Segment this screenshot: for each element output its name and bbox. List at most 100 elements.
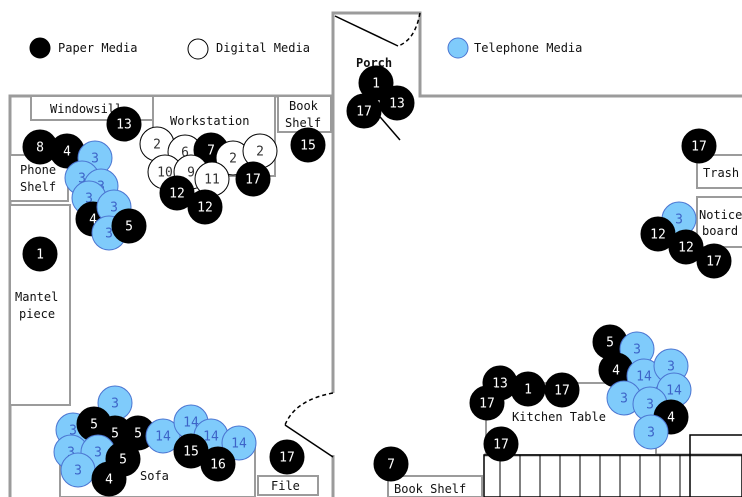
marker-number: 4 <box>89 213 97 228</box>
marker-circle <box>187 189 223 225</box>
book-shelf-top-label-2: Shelf <box>285 116 321 130</box>
paper-media-marker: 7 <box>373 446 409 482</box>
marker-number: 17 <box>279 451 295 466</box>
marker-number: 5 <box>125 220 133 235</box>
marker-circle <box>290 127 326 163</box>
marker-number: 10 <box>157 166 173 181</box>
porch-door-swing <box>397 12 421 47</box>
marker-number: 14 <box>231 437 247 452</box>
marker-number: 5 <box>134 427 142 442</box>
marker-number: 14 <box>203 430 219 445</box>
marker-circle <box>200 446 236 482</box>
paper-media-marker: 17 <box>469 385 505 421</box>
legend-digital-label: Digital Media <box>216 41 310 55</box>
marker-number: 14 <box>636 370 652 385</box>
marker-circle <box>106 106 142 142</box>
telephone-media-marker: 14 <box>145 418 181 454</box>
workstation-label: Workstation <box>170 114 249 128</box>
telephone-media-marker: 3 <box>606 380 642 416</box>
notice-board-box <box>696 196 742 248</box>
paper-media-marker: 1 <box>510 371 546 407</box>
marker-number: 17 <box>691 140 707 155</box>
legend-digital-swatch <box>187 38 209 60</box>
telephone-media-marker: 3 <box>633 414 669 450</box>
notice-board-label-2: board <box>702 224 738 238</box>
phone-shelf-label-1: Phone <box>20 163 56 177</box>
mantel-box <box>9 204 71 406</box>
paper-media-marker: 13 <box>379 85 415 121</box>
trash-label: Trash <box>703 166 739 180</box>
telephone-media-marker: 14 <box>626 358 662 394</box>
marker-number: 14 <box>183 416 199 431</box>
marker-number: 11 <box>204 173 220 188</box>
paper-media-marker: 17 <box>269 439 305 475</box>
marker-number: 3 <box>647 426 655 441</box>
marker-number: 3 <box>111 397 119 412</box>
marker-circle <box>483 426 519 462</box>
file-box <box>257 475 319 496</box>
book-shelf-bottom-label: Book Shelf <box>394 482 466 496</box>
hall-door-swing <box>284 392 334 426</box>
marker-number: 3 <box>69 424 77 439</box>
legend: Paper Media Digital Media Telephone Medi… <box>29 37 582 60</box>
marker-number: 3 <box>91 152 99 167</box>
marker-circle <box>696 243 732 279</box>
marker-number: 3 <box>667 360 675 375</box>
marker-circle <box>111 208 147 244</box>
paper-media-marker: 17 <box>696 243 732 279</box>
room-labels: Porch Windowsill Workstation Book Shelf … <box>15 56 742 496</box>
marker-number: 1 <box>372 77 380 92</box>
marker-number: 3 <box>74 464 82 479</box>
stairs <box>483 434 742 497</box>
paper-media-marker: 16 <box>200 446 236 482</box>
marker-circle <box>159 175 195 211</box>
kitchen-table-label: Kitchen Table <box>512 410 606 424</box>
legend-paper-label: Paper Media <box>58 41 137 55</box>
marker-number: 17 <box>554 384 570 399</box>
marker-number: 13 <box>116 118 132 133</box>
paper-media-marker: 15 <box>173 433 209 469</box>
marker-number: 17 <box>479 397 495 412</box>
mantel-label-2: piece <box>19 307 55 321</box>
porch-label: Porch <box>356 56 392 70</box>
hall-door <box>284 424 334 458</box>
marker-number: 3 <box>646 398 654 413</box>
paper-media-marker: 17 <box>483 426 519 462</box>
marker-number: 4 <box>105 473 113 488</box>
marker-number: 5 <box>606 336 614 351</box>
paper-media-marker: 12 <box>640 216 676 252</box>
marker-number: 17 <box>706 255 722 270</box>
marker-circle <box>22 236 58 272</box>
marker-number: 4 <box>667 411 675 426</box>
marker-circle <box>221 425 257 461</box>
marker-number: 8 <box>36 141 44 156</box>
paper-media-marker: 12 <box>159 175 195 211</box>
marker-number: 14 <box>155 430 171 445</box>
marker-circle <box>633 414 669 450</box>
marker-number: 2 <box>153 138 161 153</box>
sofa-label: Sofa <box>140 469 169 483</box>
marker-number: 3 <box>94 446 102 461</box>
marker-circle <box>469 385 505 421</box>
marker-number: 12 <box>678 241 694 256</box>
paper-media-marker: 12 <box>187 189 223 225</box>
paper-media-marker: 5 <box>111 208 147 244</box>
marker-circle <box>681 128 717 164</box>
media-markers: 1171313158433334335267221091117121211731… <box>22 65 732 497</box>
marker-number: 3 <box>105 227 113 242</box>
marker-number: 3 <box>110 201 118 216</box>
marker-circle <box>235 161 271 197</box>
marker-number: 3 <box>633 343 641 358</box>
telephone-media-marker: 3 <box>60 452 96 488</box>
marker-number: 2 <box>256 145 264 160</box>
paper-media-marker: 8 <box>22 129 58 165</box>
marker-number: 12 <box>650 228 666 243</box>
paper-media-marker: 17 <box>235 161 271 197</box>
marker-number: 1 <box>524 383 532 398</box>
legend-paper-swatch <box>29 37 51 59</box>
marker-number: 17 <box>245 173 261 188</box>
marker-number: 15 <box>300 139 316 154</box>
paper-media-marker: 17 <box>544 372 580 408</box>
marker-number: 15 <box>183 445 199 460</box>
